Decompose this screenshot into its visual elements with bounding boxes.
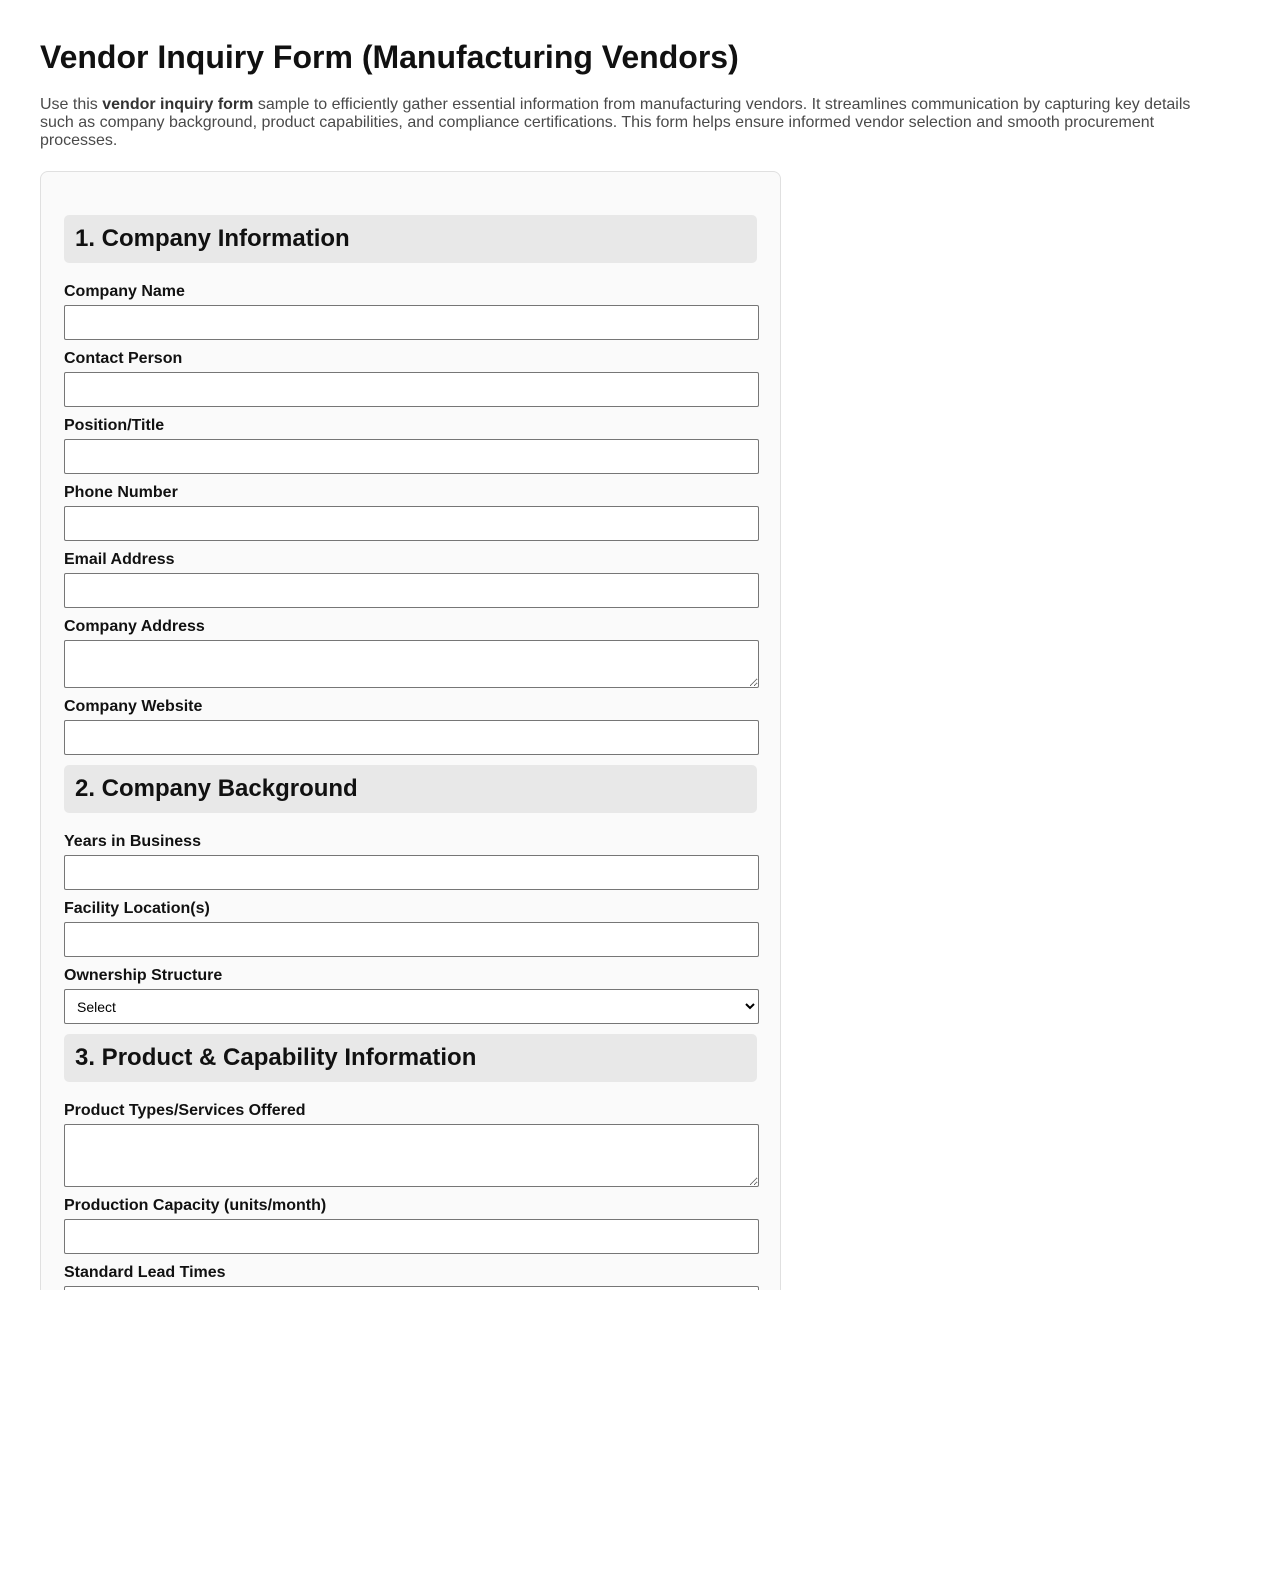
label-company-name: Company Name [64,283,185,300]
standard-lead-times-input[interactable] [64,1286,759,1290]
contact-person-input[interactable] [64,372,759,407]
label-standard-lead-times: Standard Lead Times [64,1264,226,1281]
label-company-website: Company Website [64,698,203,715]
section-header-product-capability: 3. Product & Capability Information [64,1034,757,1082]
label-facility-locations: Facility Location(s) [64,900,210,917]
product-types-textarea[interactable] [64,1124,759,1187]
label-company-address: Company Address [64,618,205,635]
page-title: Vendor Inquiry Form (Manufacturing Vendo… [40,39,739,75]
years-in-business-input[interactable] [64,855,759,890]
phone-number-input[interactable] [64,506,759,541]
section-header-company-background: 2. Company Background [64,765,757,813]
description-intro: Use this [40,96,103,113]
description-body: sample to efficiently gather essential i… [40,96,1191,149]
page-description: Use this vendor inquiry form sample to e… [40,96,1200,150]
company-address-textarea[interactable] [64,640,759,688]
label-product-types: Product Types/Services Offered [64,1102,306,1119]
facility-locations-input[interactable] [64,922,759,957]
production-capacity-input[interactable] [64,1219,759,1254]
label-years-in-business: Years in Business [64,833,201,850]
ownership-structure-select[interactable]: Select [64,989,759,1024]
label-contact-person: Contact Person [64,350,183,367]
label-production-capacity: Production Capacity (units/month) [64,1197,327,1214]
description-emphasis: vendor inquiry form [102,96,254,113]
position-title-input[interactable] [64,439,759,474]
label-ownership-structure: Ownership Structure [64,967,223,984]
section-header-company-information: 1. Company Information [64,215,757,263]
label-phone-number: Phone Number [64,484,178,501]
label-position-title: Position/Title [64,417,165,434]
label-email-address: Email Address [64,551,175,568]
company-name-input[interactable] [64,305,759,340]
form-container: 1. Company Information Company Name Cont… [40,171,781,1290]
company-website-input[interactable] [64,720,759,755]
email-address-input[interactable] [64,573,759,608]
